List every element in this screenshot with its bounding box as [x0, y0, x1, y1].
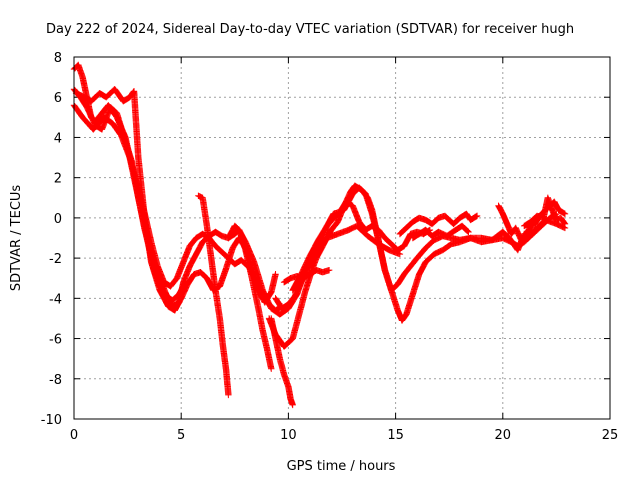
series-15	[521, 194, 569, 230]
x-tick-label: 25	[602, 428, 619, 443]
series-2	[70, 86, 404, 318]
x-tick-label: 10	[280, 428, 297, 443]
x-tick-label: 0	[70, 428, 78, 443]
x-tick-label: 15	[387, 428, 404, 443]
series-markers	[70, 86, 404, 318]
series-markers	[521, 194, 569, 230]
y-tick-label: 6	[54, 91, 62, 106]
y-axis-label: SDTVAR / TECUs	[9, 185, 24, 292]
y-tick-label: 4	[54, 131, 62, 146]
y-tick-label: -8	[49, 373, 62, 388]
plot-frame	[73, 56, 611, 420]
axis-ticks: 0 5 10 15 20 25 -10 -8 -6 -4 -2 0 2 4 6 8	[41, 51, 619, 443]
y-tick-label: 0	[54, 212, 62, 227]
series-markers	[396, 210, 481, 238]
y-tick-label: 2	[54, 172, 62, 187]
series-markers	[280, 266, 333, 286]
series-10	[272, 198, 434, 312]
series-markers	[195, 192, 232, 399]
y-tick-label: -6	[49, 333, 62, 348]
chart-title: Day 222 of 2024, Sidereal Day-to-day VTE…	[46, 22, 574, 37]
series-markers	[409, 222, 472, 242]
series-6	[225, 222, 275, 372]
x-tick-label: 5	[177, 428, 185, 443]
series-12	[396, 210, 481, 238]
data-series	[70, 61, 569, 409]
x-tick-label: 20	[495, 428, 512, 443]
series-11	[280, 266, 333, 286]
y-tick-label: 8	[54, 51, 62, 66]
series-13	[409, 222, 472, 242]
y-tick-label: -4	[49, 292, 62, 307]
y-tick-label: -10	[41, 413, 62, 428]
series-markers	[272, 198, 434, 312]
y-tick-label: -2	[49, 252, 62, 267]
series-markers	[225, 222, 275, 372]
grid	[74, 57, 610, 419]
x-axis-label: GPS time / hours	[287, 459, 396, 474]
series-5	[195, 192, 232, 399]
